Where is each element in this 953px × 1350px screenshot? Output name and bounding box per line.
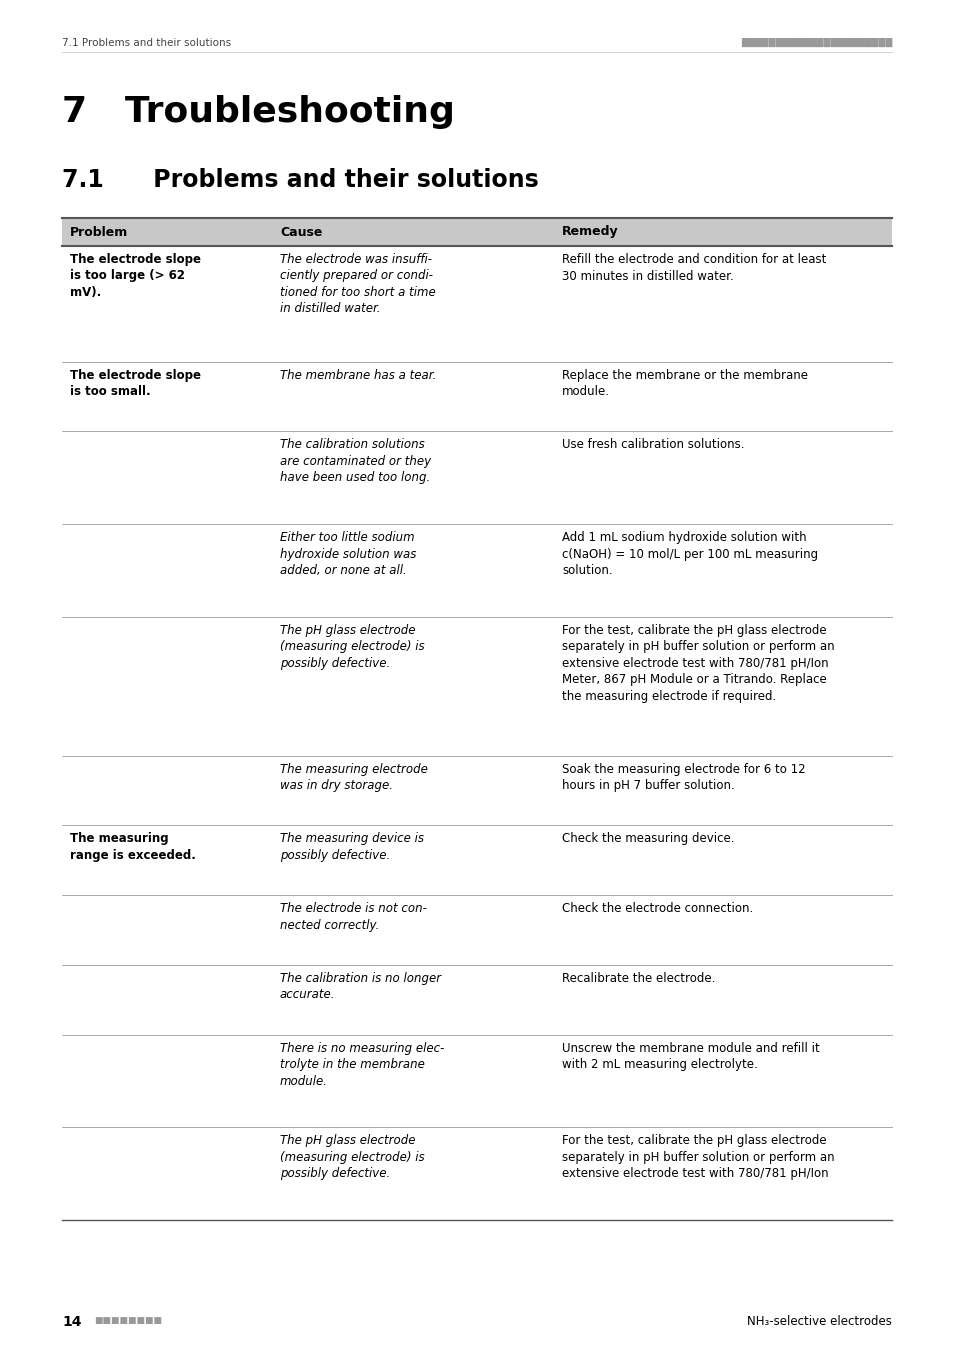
Text: There is no measuring elec-
trolyte in the membrane
module.: There is no measuring elec- trolyte in t…: [280, 1042, 444, 1088]
Text: Add 1 mL sodium hydroxide solution with
c(NaOH) = 10 mol/L per 100 mL measuring
: Add 1 mL sodium hydroxide solution with …: [561, 531, 818, 578]
Text: Replace the membrane or the membrane
module.: Replace the membrane or the membrane mod…: [561, 369, 807, 398]
Text: For the test, calibrate the pH glass electrode
separately in pH buffer solution : For the test, calibrate the pH glass ele…: [561, 624, 834, 703]
Text: The electrode slope
is too small.: The electrode slope is too small.: [70, 369, 201, 398]
Text: Unscrew the membrane module and refill it
with 2 mL measuring electrolyte.: Unscrew the membrane module and refill i…: [561, 1042, 819, 1071]
Text: ██████████████████████: ██████████████████████: [740, 38, 891, 47]
Text: Use fresh calibration solutions.: Use fresh calibration solutions.: [561, 439, 743, 451]
Text: Recalibrate the electrode.: Recalibrate the electrode.: [561, 972, 715, 984]
Text: Soak the measuring electrode for 6 to 12
hours in pH 7 buffer solution.: Soak the measuring electrode for 6 to 12…: [561, 763, 804, 792]
Text: The pH glass electrode
(measuring electrode) is
possibly defective.: The pH glass electrode (measuring electr…: [280, 624, 424, 670]
Text: Either too little sodium
hydroxide solution was
added, or none at all.: Either too little sodium hydroxide solut…: [280, 531, 416, 578]
Text: Check the electrode connection.: Check the electrode connection.: [561, 902, 753, 915]
Text: Check the measuring device.: Check the measuring device.: [561, 833, 734, 845]
Text: The measuring
range is exceeded.: The measuring range is exceeded.: [70, 833, 195, 861]
Text: NH₃-selective electrodes: NH₃-selective electrodes: [746, 1315, 891, 1328]
Text: The membrane has a tear.: The membrane has a tear.: [280, 369, 436, 382]
Text: 7.1 Problems and their solutions: 7.1 Problems and their solutions: [62, 38, 231, 49]
Text: 7   Troubleshooting: 7 Troubleshooting: [62, 95, 455, 130]
Text: The electrode slope
is too large (> 62
mV).: The electrode slope is too large (> 62 m…: [70, 252, 201, 298]
Text: Cause: Cause: [280, 225, 322, 239]
Text: The measuring electrode
was in dry storage.: The measuring electrode was in dry stora…: [280, 763, 428, 792]
Text: The calibration solutions
are contaminated or they
have been used too long.: The calibration solutions are contaminat…: [280, 439, 431, 485]
Text: 14: 14: [62, 1315, 81, 1328]
Text: The electrode is not con-
nected correctly.: The electrode is not con- nected correct…: [280, 902, 426, 932]
Text: 7.1      Problems and their solutions: 7.1 Problems and their solutions: [62, 167, 538, 192]
Text: For the test, calibrate the pH glass electrode
separately in pH buffer solution : For the test, calibrate the pH glass ele…: [561, 1134, 834, 1180]
Text: Problem: Problem: [70, 225, 128, 239]
Text: The pH glass electrode
(measuring electrode) is
possibly defective.: The pH glass electrode (measuring electr…: [280, 1134, 424, 1180]
Text: Refill the electrode and condition for at least
30 minutes in distilled water.: Refill the electrode and condition for a…: [561, 252, 825, 282]
Text: Remedy: Remedy: [561, 225, 618, 239]
Text: The measuring device is
possibly defective.: The measuring device is possibly defecti…: [280, 833, 423, 861]
Text: ■■■■■■■■: ■■■■■■■■: [94, 1316, 162, 1324]
Bar: [62, 217, 891, 246]
Text: The calibration is no longer
accurate.: The calibration is no longer accurate.: [280, 972, 440, 1002]
Text: The electrode was insuffi-
ciently prepared or condi-
tioned for too short a tim: The electrode was insuffi- ciently prepa…: [280, 252, 436, 316]
